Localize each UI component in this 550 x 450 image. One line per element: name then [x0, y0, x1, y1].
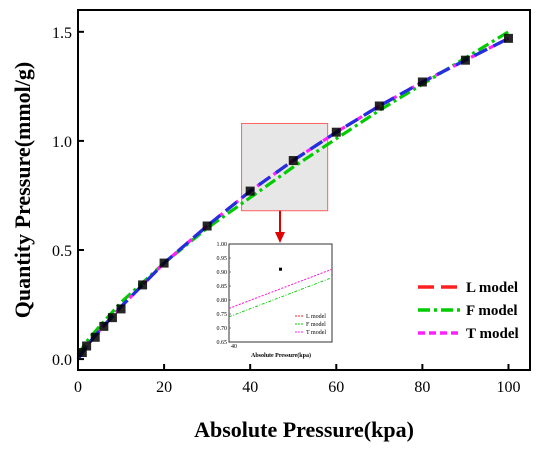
inset-y-tick-label: 1.00 — [217, 242, 228, 248]
inset-line-t-model — [229, 268, 332, 309]
x-tick-label: 80 — [414, 379, 430, 396]
inset-plot: 0.65 0.70 0.75 0.80 0.85 0.90 0.95 1.00 L model F… — [217, 242, 333, 359]
inset-y-tick-label: 0.65 — [217, 340, 228, 346]
legend: L model F model T model — [418, 280, 519, 342]
experimental-point — [331, 127, 341, 137]
experimental-point — [417, 77, 427, 87]
experimental-point — [99, 321, 109, 331]
experimental-point — [374, 101, 384, 111]
inset-y-tick-label: 0.90 — [217, 270, 228, 276]
x-axis-title: Absolute Pressure(kpa) — [194, 417, 414, 442]
inset-x-tick: 40 — [231, 344, 237, 350]
inset-y-tick-label: 0.85 — [217, 284, 228, 290]
experimental-point — [138, 280, 148, 290]
x-tick-label: 20 — [156, 379, 172, 396]
inset-x-axis-title: Absolute Pressure(kpa) — [251, 352, 311, 359]
x-tick-label: 40 — [242, 379, 258, 396]
experimental-point — [116, 304, 126, 314]
y-axis-title: Quantity Pressure(mmol/g) — [10, 62, 35, 318]
experimental-point — [77, 348, 87, 358]
experimental-point — [90, 332, 100, 342]
legend-label-l-model: L model — [466, 280, 518, 296]
x-tick-label: 100 — [496, 379, 520, 396]
experimental-point — [245, 186, 255, 196]
y-tick-label: 1.0 — [52, 134, 72, 151]
inset-legend-label: F model — [306, 322, 326, 328]
inset-y-tick-label: 0.80 — [217, 298, 228, 304]
inset-legend-label: T model — [306, 330, 326, 336]
inset-y-tick-label: 0.70 — [217, 326, 228, 332]
x-tick-label: 0 — [74, 379, 82, 396]
inset-experimental-point — [279, 267, 282, 271]
y-tick-label: 1.5 — [52, 25, 72, 42]
experimental-point — [202, 221, 212, 231]
experimental-point — [82, 341, 92, 351]
zoom-arrow-head — [275, 232, 285, 243]
series-line-blue-3 — [76, 36, 510, 360]
plot-frame — [77, 9, 531, 371]
axis-ticks: 0 20 40 60 80 100 0.0 0.5 1.0 1.5 — [52, 25, 520, 396]
main-plot-marks — [76, 30, 513, 360]
inset-y-tick-label: 0.95 — [217, 256, 228, 262]
experimental-point — [159, 258, 169, 268]
experimental-point — [107, 313, 117, 323]
experimental-point — [503, 33, 513, 43]
experimental-point — [288, 156, 298, 166]
legend-label-t-model: T model — [466, 326, 519, 342]
inset-line-f-model — [229, 277, 332, 318]
inset-marks: 0.65 0.70 0.75 0.80 0.85 0.90 0.95 1.00 L model F… — [217, 242, 332, 346]
inset-frame — [228, 243, 333, 343]
legend-label-f-model: F model — [466, 303, 518, 319]
x-tick-label: 60 — [328, 379, 344, 396]
experimental-point — [460, 55, 470, 65]
y-tick-label: 0.0 — [52, 352, 72, 369]
inset-y-tick-label: 0.75 — [217, 312, 228, 318]
y-tick-label: 0.5 — [52, 243, 72, 260]
inset-legend-label: L model — [306, 314, 326, 320]
